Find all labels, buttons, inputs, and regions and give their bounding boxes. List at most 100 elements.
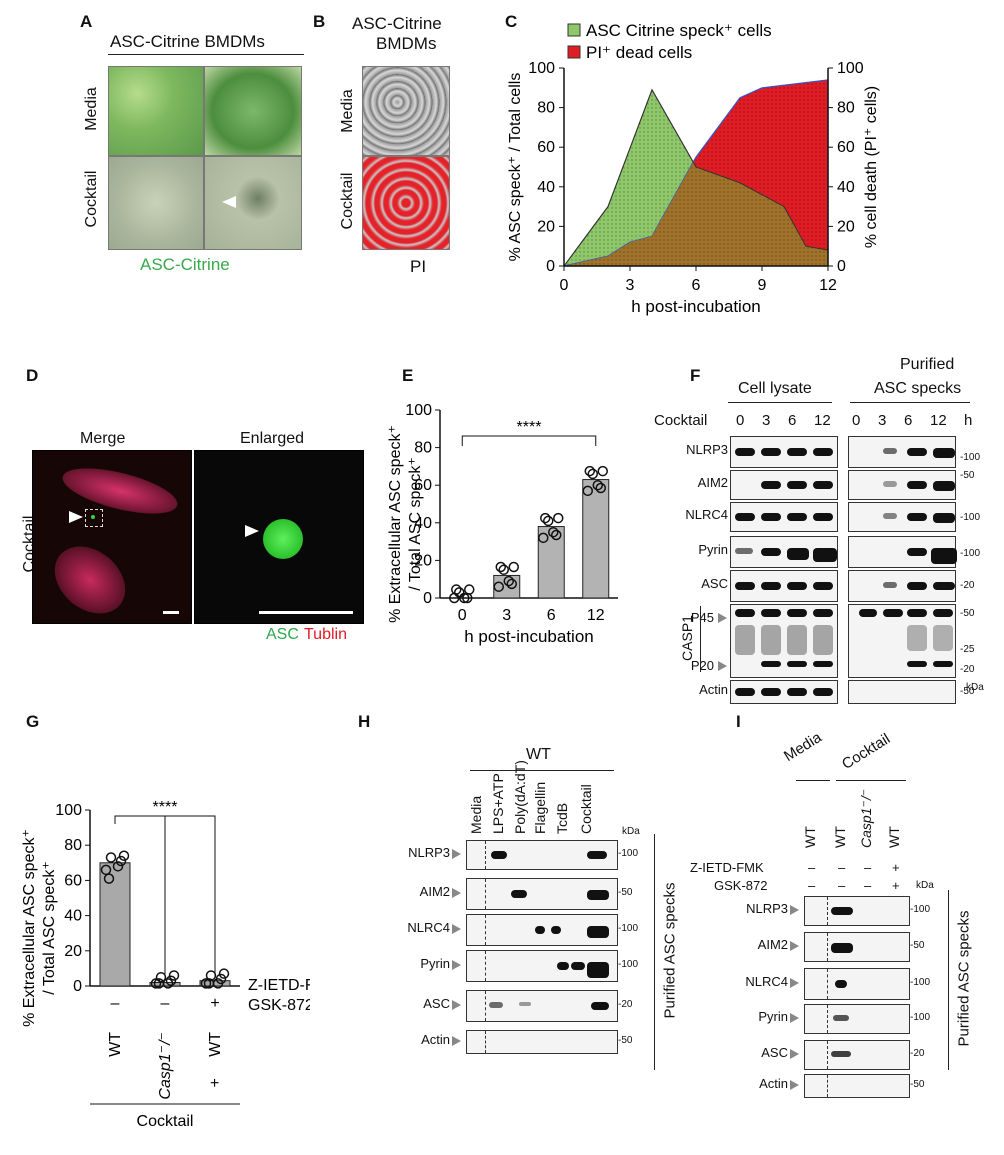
kda-marker: -50: [910, 1079, 925, 1090]
g-xcat: WT: [107, 1032, 124, 1057]
lane-divider: [485, 841, 486, 869]
protein-band: [491, 851, 507, 859]
panel-b-title-1: ASC-Citrine: [352, 14, 442, 33]
kda-marker: -50: [960, 686, 975, 697]
protein-band: [907, 481, 927, 489]
protein-band: [831, 1051, 851, 1057]
protein-band: [831, 907, 853, 915]
protein-band: [735, 625, 755, 655]
lane-divider: [827, 1041, 828, 1069]
g-point: [105, 852, 117, 863]
panel-label-b: B: [313, 12, 326, 31]
h-lane-label: LPS+ATP: [490, 773, 506, 834]
e-point: [543, 515, 554, 527]
h-lane-label: Cocktail: [578, 784, 594, 834]
protein-band: [735, 448, 755, 456]
i-sym-gsk: –: [864, 878, 872, 893]
panel-a-row-media: Media: [83, 87, 100, 131]
protein-band: [761, 625, 781, 655]
panel-f-header-specks: ASC specks: [874, 380, 962, 397]
e-ytick: 60: [414, 477, 432, 494]
blot-box: [730, 570, 838, 602]
protein-band: [535, 926, 545, 934]
e-ylabel-2: / Total ASC speck⁺: [407, 457, 424, 591]
c-ytick-right: 0: [837, 258, 846, 275]
protein-band: [587, 851, 607, 859]
f-lane-purified: 6: [904, 412, 913, 429]
blot-row-label: Actin: [759, 1076, 788, 1091]
blot-box: [466, 950, 618, 982]
g-xcat: WT: [207, 1032, 224, 1057]
blot-row-label: AIM2: [757, 937, 788, 952]
blot-box: [848, 536, 957, 568]
c-ylabel-left: % ASC speck⁺ / Total cells: [507, 73, 524, 262]
protein-band: [907, 448, 927, 456]
g-ytick: 40: [64, 908, 82, 925]
protein-band: [761, 548, 781, 556]
blot-box: [466, 990, 618, 1022]
protein-band: [813, 625, 833, 655]
blot-box: [730, 604, 838, 678]
blot-box: [848, 680, 956, 704]
blot-box: [730, 680, 838, 704]
protein-band: [907, 582, 927, 590]
g-xcat: Casp1⁻/⁻: [157, 1032, 174, 1100]
blot-box: [466, 840, 618, 870]
protein-band: [933, 609, 953, 617]
i-sym-gsk: –: [838, 878, 846, 893]
protein-band: [519, 1002, 531, 1006]
blot-box: [730, 536, 838, 568]
e-ytick: 100: [405, 402, 432, 419]
protein-band: [813, 513, 833, 521]
c-xtick: 3: [626, 277, 635, 294]
blot-row-label: Pyrin: [420, 956, 450, 971]
i-sym-z: –: [864, 860, 872, 875]
e-point: [493, 581, 504, 592]
e-ylabel-1: % Extracellular ASC speck⁺: [387, 425, 404, 623]
g-ytick: 60: [64, 872, 82, 889]
blot-row-label: NLRC4: [685, 507, 728, 522]
kda-marker: -100: [618, 959, 639, 970]
e-ytick: 20: [414, 552, 432, 569]
panel-label-d: D: [26, 366, 39, 385]
protein-band: [587, 890, 609, 900]
row-arrow-icon: [452, 960, 461, 970]
kda-marker: -100: [618, 848, 639, 859]
blot-row-label: ASC: [701, 576, 728, 591]
blot-box: [466, 1030, 618, 1054]
micrograph-a-cocktail-1: [108, 156, 204, 250]
g-sym-z: –: [161, 995, 170, 1012]
g-point: [200, 978, 212, 989]
blot-row-label: P20: [690, 658, 714, 673]
e-point: [459, 592, 470, 604]
e-point: [584, 465, 595, 477]
protein-band: [813, 688, 833, 696]
e-point: [595, 482, 606, 494]
protein-band: [761, 609, 781, 617]
g-point: [118, 850, 130, 862]
protein-band: [761, 481, 781, 489]
row-arrow-icon: [790, 978, 799, 988]
c-xtick: 9: [758, 277, 767, 294]
panel-h-kda: kDa: [622, 826, 640, 837]
kda-marker: -100: [618, 923, 639, 934]
row-arrow-icon: [452, 849, 461, 859]
lane-divider: [827, 1005, 828, 1033]
e-point: [495, 561, 506, 573]
lane-divider: [485, 1031, 486, 1053]
h-lane-label: Poly(dA:dT): [512, 760, 528, 834]
e-point: [464, 584, 475, 595]
protein-band: [511, 890, 527, 898]
protein-band: [761, 661, 781, 667]
kda-marker: -50: [618, 1035, 633, 1046]
protein-band: [933, 481, 955, 491]
protein-band: [787, 481, 807, 489]
protein-band: [933, 448, 955, 458]
e-xlabel: h post-incubation: [464, 627, 593, 646]
e-point: [553, 512, 564, 524]
panel-b-row-media: Media: [339, 89, 356, 133]
g-point: [215, 973, 227, 985]
g-sym-z: –: [111, 995, 120, 1012]
c-xtick: 12: [819, 277, 837, 294]
blot-box: [804, 1074, 910, 1098]
